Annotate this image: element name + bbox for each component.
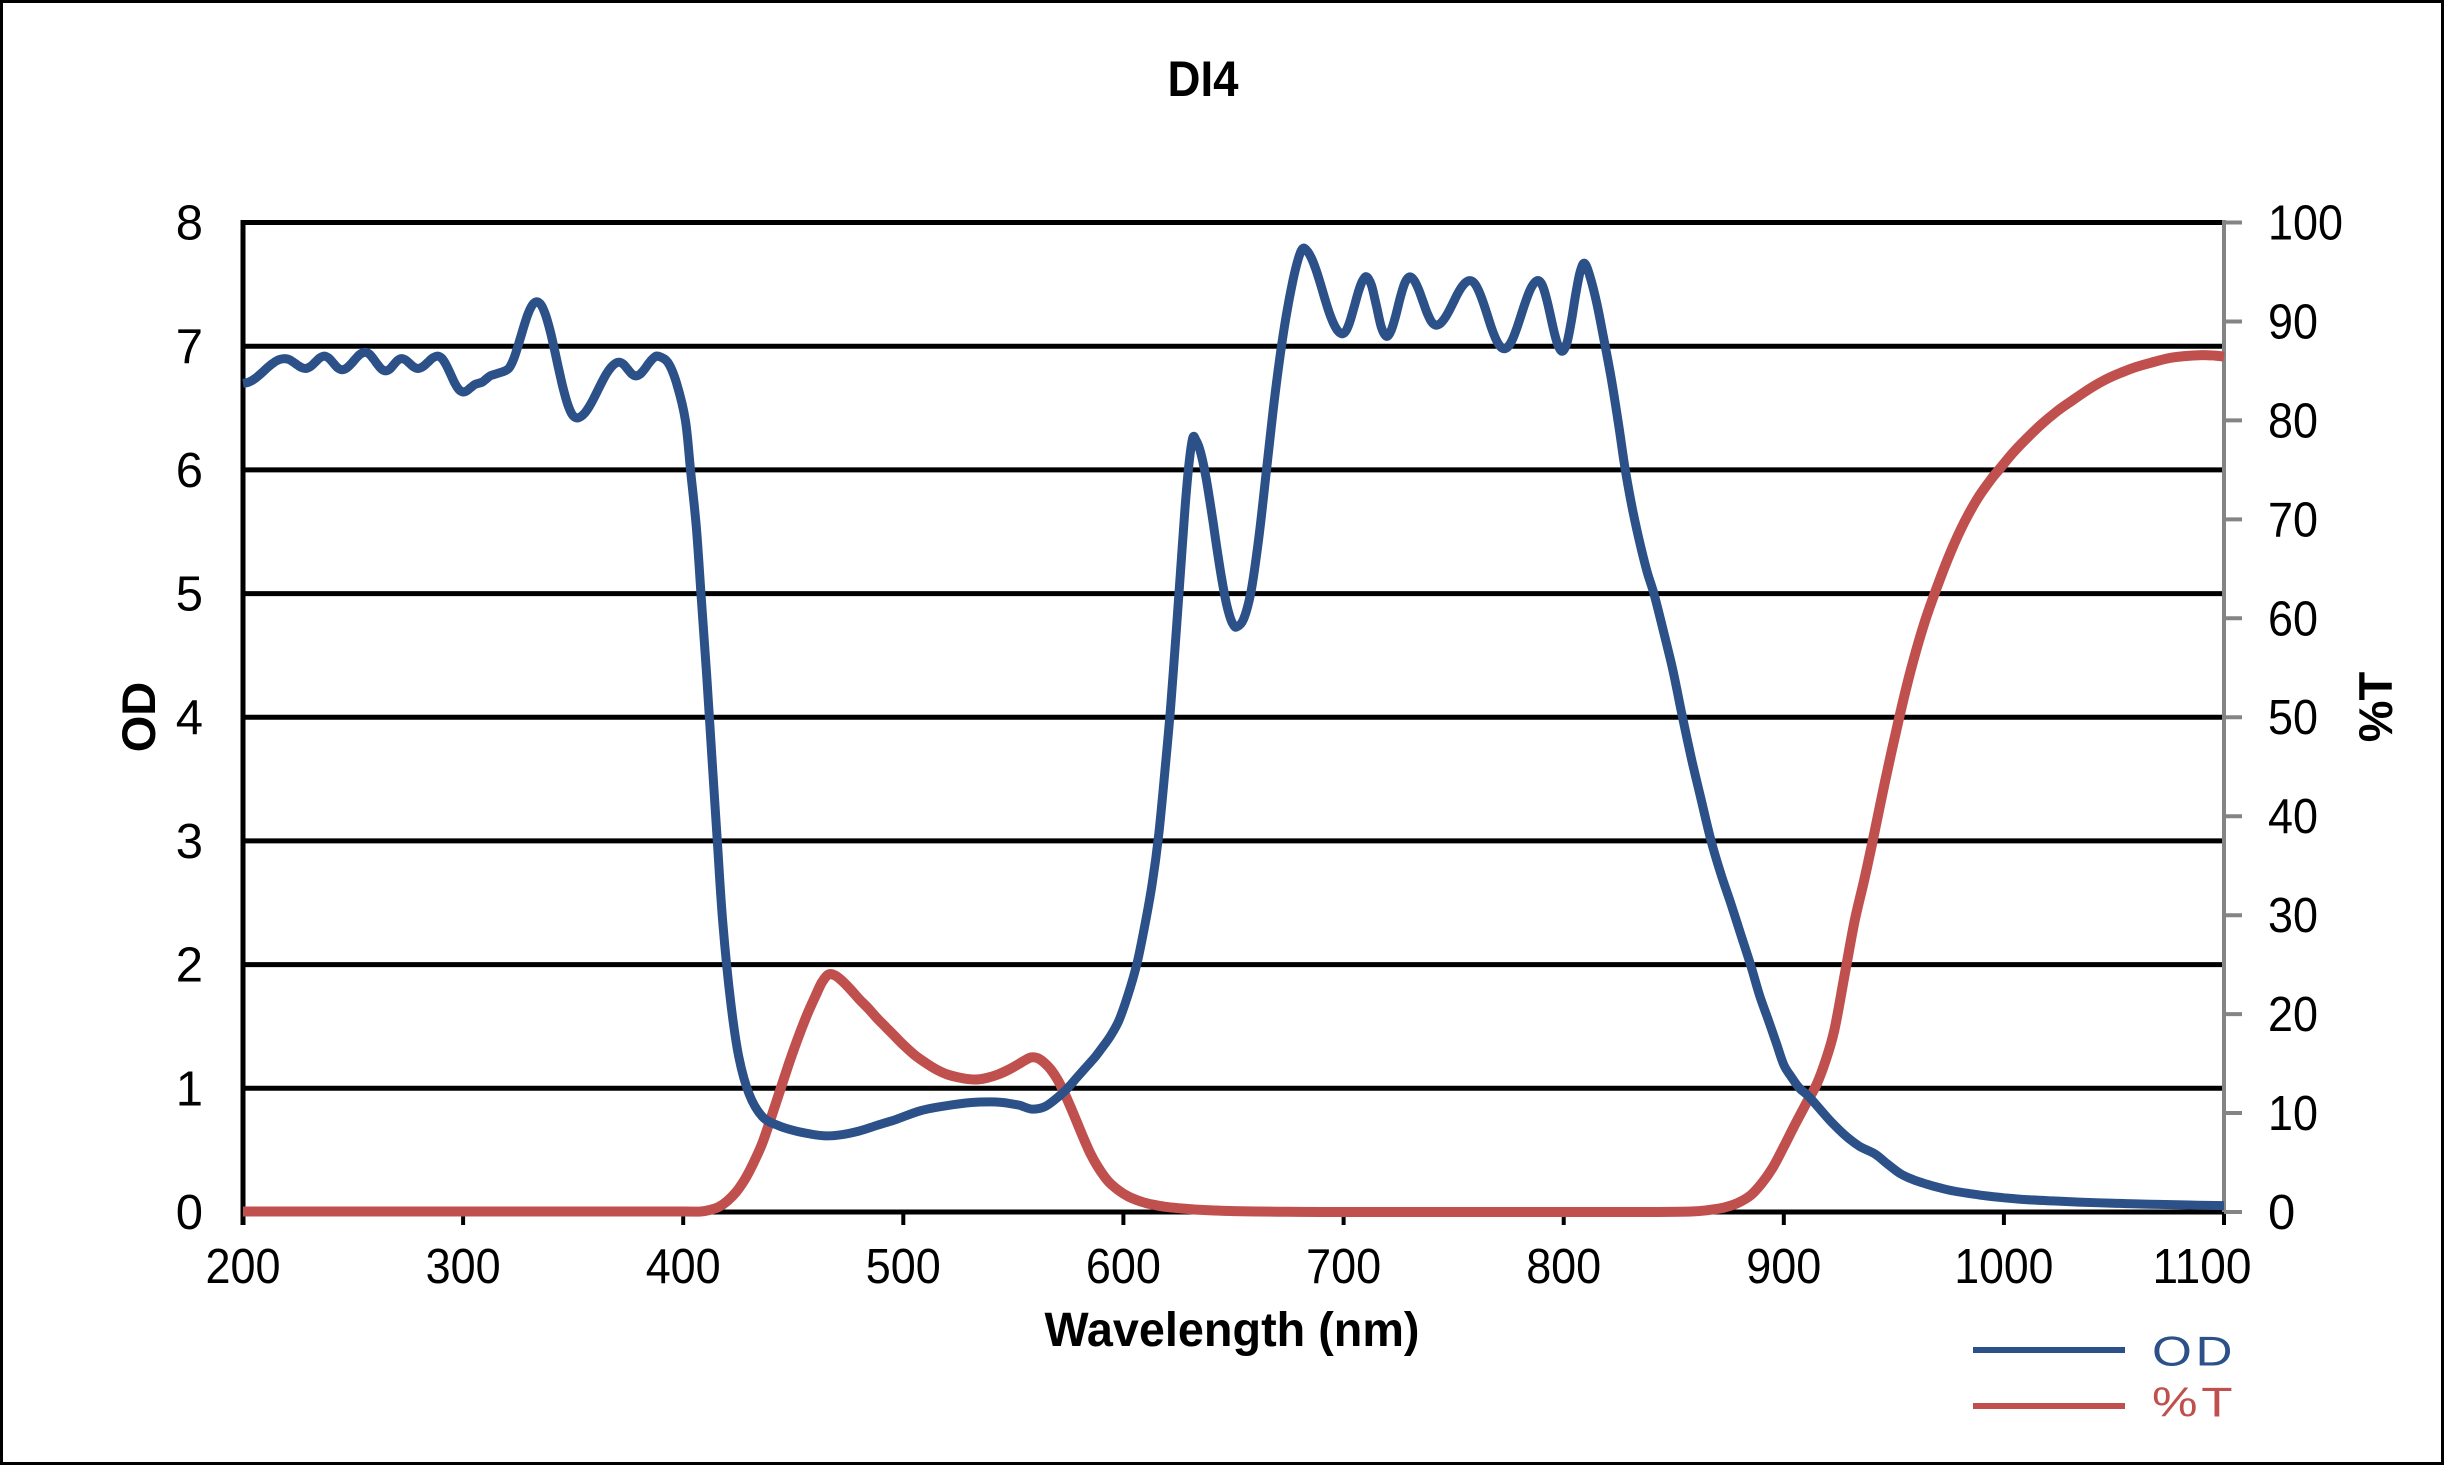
svg-text:OD: OD <box>112 682 165 753</box>
svg-text:800: 800 <box>1526 1240 1601 1294</box>
svg-text:400: 400 <box>646 1240 721 1294</box>
svg-text:1: 1 <box>176 1062 203 1116</box>
svg-text:80: 80 <box>2268 394 2318 448</box>
svg-text:1100: 1100 <box>2153 1240 2252 1294</box>
svg-text:10: 10 <box>2268 1087 2318 1141</box>
svg-text:900: 900 <box>1746 1240 1821 1294</box>
svg-text:DI4: DI4 <box>1168 51 1239 107</box>
svg-text:5: 5 <box>176 568 203 622</box>
svg-text:0: 0 <box>2268 1186 2295 1240</box>
svg-text:8: 8 <box>176 197 203 251</box>
svg-text:2: 2 <box>176 939 203 993</box>
svg-text:70: 70 <box>2268 493 2318 547</box>
svg-text:4: 4 <box>176 691 203 745</box>
svg-text:40: 40 <box>2268 790 2318 844</box>
svg-text:60: 60 <box>2268 592 2318 646</box>
svg-text:600: 600 <box>1086 1240 1161 1294</box>
svg-text:700: 700 <box>1306 1240 1381 1294</box>
svg-text:200: 200 <box>206 1240 281 1294</box>
svg-text:300: 300 <box>426 1240 501 1294</box>
svg-text:50: 50 <box>2268 691 2318 745</box>
svg-text:30: 30 <box>2268 889 2318 943</box>
svg-text:6: 6 <box>176 444 203 498</box>
svg-text:OD: OD <box>2152 1328 2236 1375</box>
svg-text:3: 3 <box>176 815 203 869</box>
svg-text:100: 100 <box>2268 197 2343 251</box>
svg-text:90: 90 <box>2268 296 2318 350</box>
svg-text:%T: %T <box>2349 671 2402 742</box>
svg-text:500: 500 <box>866 1240 941 1294</box>
svg-text:1000: 1000 <box>1954 1240 2053 1294</box>
svg-text:Wavelength (nm): Wavelength (nm) <box>1045 1304 1420 1357</box>
svg-text:7: 7 <box>176 320 203 374</box>
svg-text:%T: %T <box>2152 1379 2236 1426</box>
svg-text:0: 0 <box>176 1186 203 1240</box>
svg-text:20: 20 <box>2268 988 2318 1042</box>
